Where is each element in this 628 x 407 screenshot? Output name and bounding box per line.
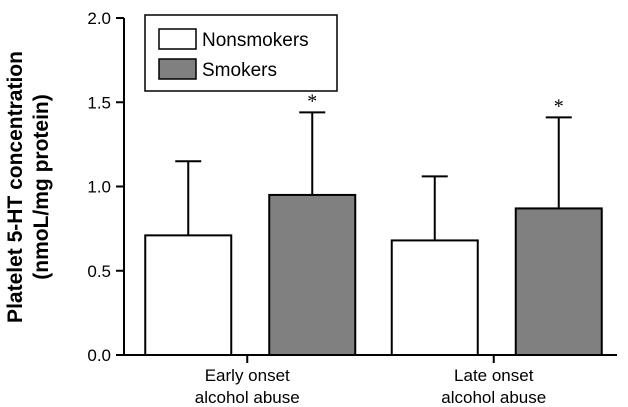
y-axis-title-line: Platelet 5-HT concentration (4, 51, 27, 323)
x-axis-labels: Early onset alcohol abuse Late onset alcoho… (195, 366, 546, 407)
y-tick-label: 1.5 (87, 93, 111, 112)
y-axis-title: Platelet 5-HT concentration (nmoL/mg prot… (4, 51, 53, 323)
legend-swatch-smokers (158, 58, 197, 80)
legend-swatch-nonsmokers (158, 28, 197, 50)
significance-marker: * (307, 90, 317, 112)
bar-nonsmokers-2 (390, 239, 479, 356)
bar-smokers-1 (268, 193, 357, 356)
y-axis-title-line: (nmoL/mg protein) (30, 94, 53, 279)
y-tick-label: 2.0 (87, 9, 111, 28)
bar-smokers-2 (514, 207, 603, 356)
y-tick-label: 0.0 (87, 346, 111, 365)
bar-nonsmokers-1 (144, 234, 233, 357)
legend-label-smokers: Smokers (202, 60, 277, 81)
x-category-label: Early onset (205, 366, 290, 385)
x-category-label: Late onset (454, 366, 534, 385)
y-tick-label: 1.0 (87, 178, 111, 197)
legend: Nonsmokers Smokers (144, 14, 338, 92)
y-tick-label: 0.5 (87, 262, 111, 281)
x-category-label: alcohol abuse (441, 388, 546, 407)
x-category-label: alcohol abuse (195, 388, 300, 407)
legend-label-nonsmokers: Nonsmokers (202, 30, 309, 51)
significance-marker: * (554, 95, 564, 117)
bars-group: * * (144, 90, 603, 357)
